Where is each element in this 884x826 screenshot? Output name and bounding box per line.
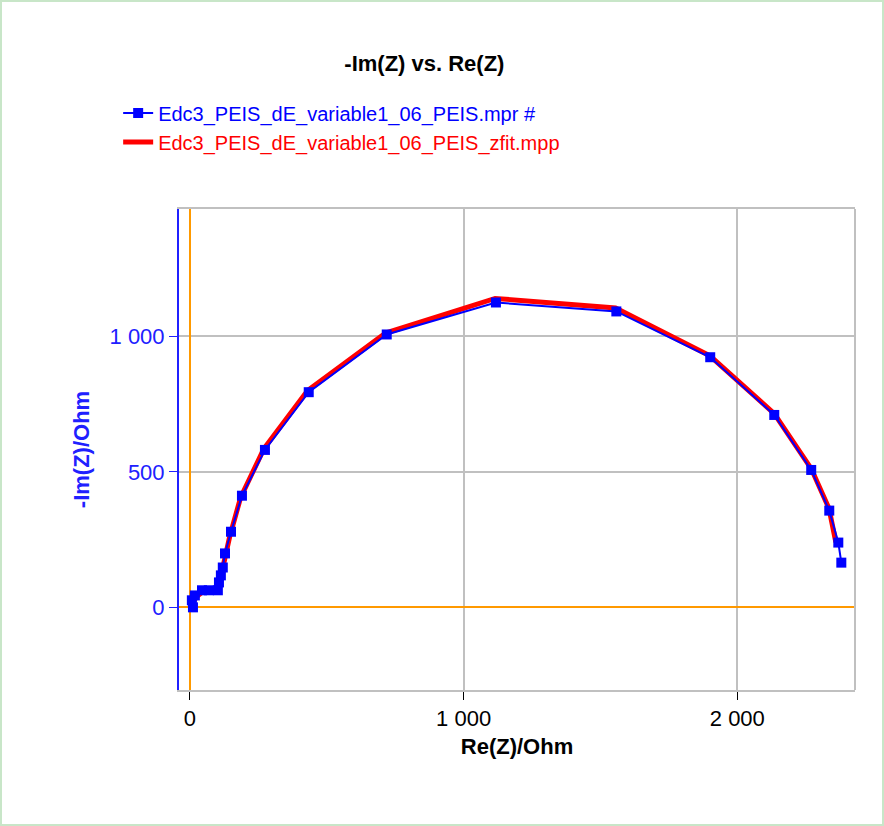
svg-text:500: 500 bbox=[128, 460, 165, 485]
svg-text:0: 0 bbox=[184, 706, 196, 731]
svg-text:2 000: 2 000 bbox=[710, 706, 765, 731]
svg-text:-Im(Z)/Ohm: -Im(Z)/Ohm bbox=[69, 391, 94, 508]
svg-text:1 000: 1 000 bbox=[436, 706, 491, 731]
svg-text:0: 0 bbox=[152, 595, 164, 620]
svg-text:Edc3_PEIS_dE_variable1_06_PEIS: Edc3_PEIS_dE_variable1_06_PEIS.mpr # bbox=[158, 103, 536, 126]
svg-text:1 000: 1 000 bbox=[110, 324, 165, 349]
svg-text:Edc3_PEIS_dE_variable1_06_PEIS: Edc3_PEIS_dE_variable1_06_PEIS_zfit.mpp bbox=[158, 132, 559, 155]
svg-text:Re(Z)/Ohm: Re(Z)/Ohm bbox=[461, 734, 573, 759]
svg-text:-Im(Z) vs. Re(Z): -Im(Z) vs. Re(Z) bbox=[344, 51, 504, 76]
